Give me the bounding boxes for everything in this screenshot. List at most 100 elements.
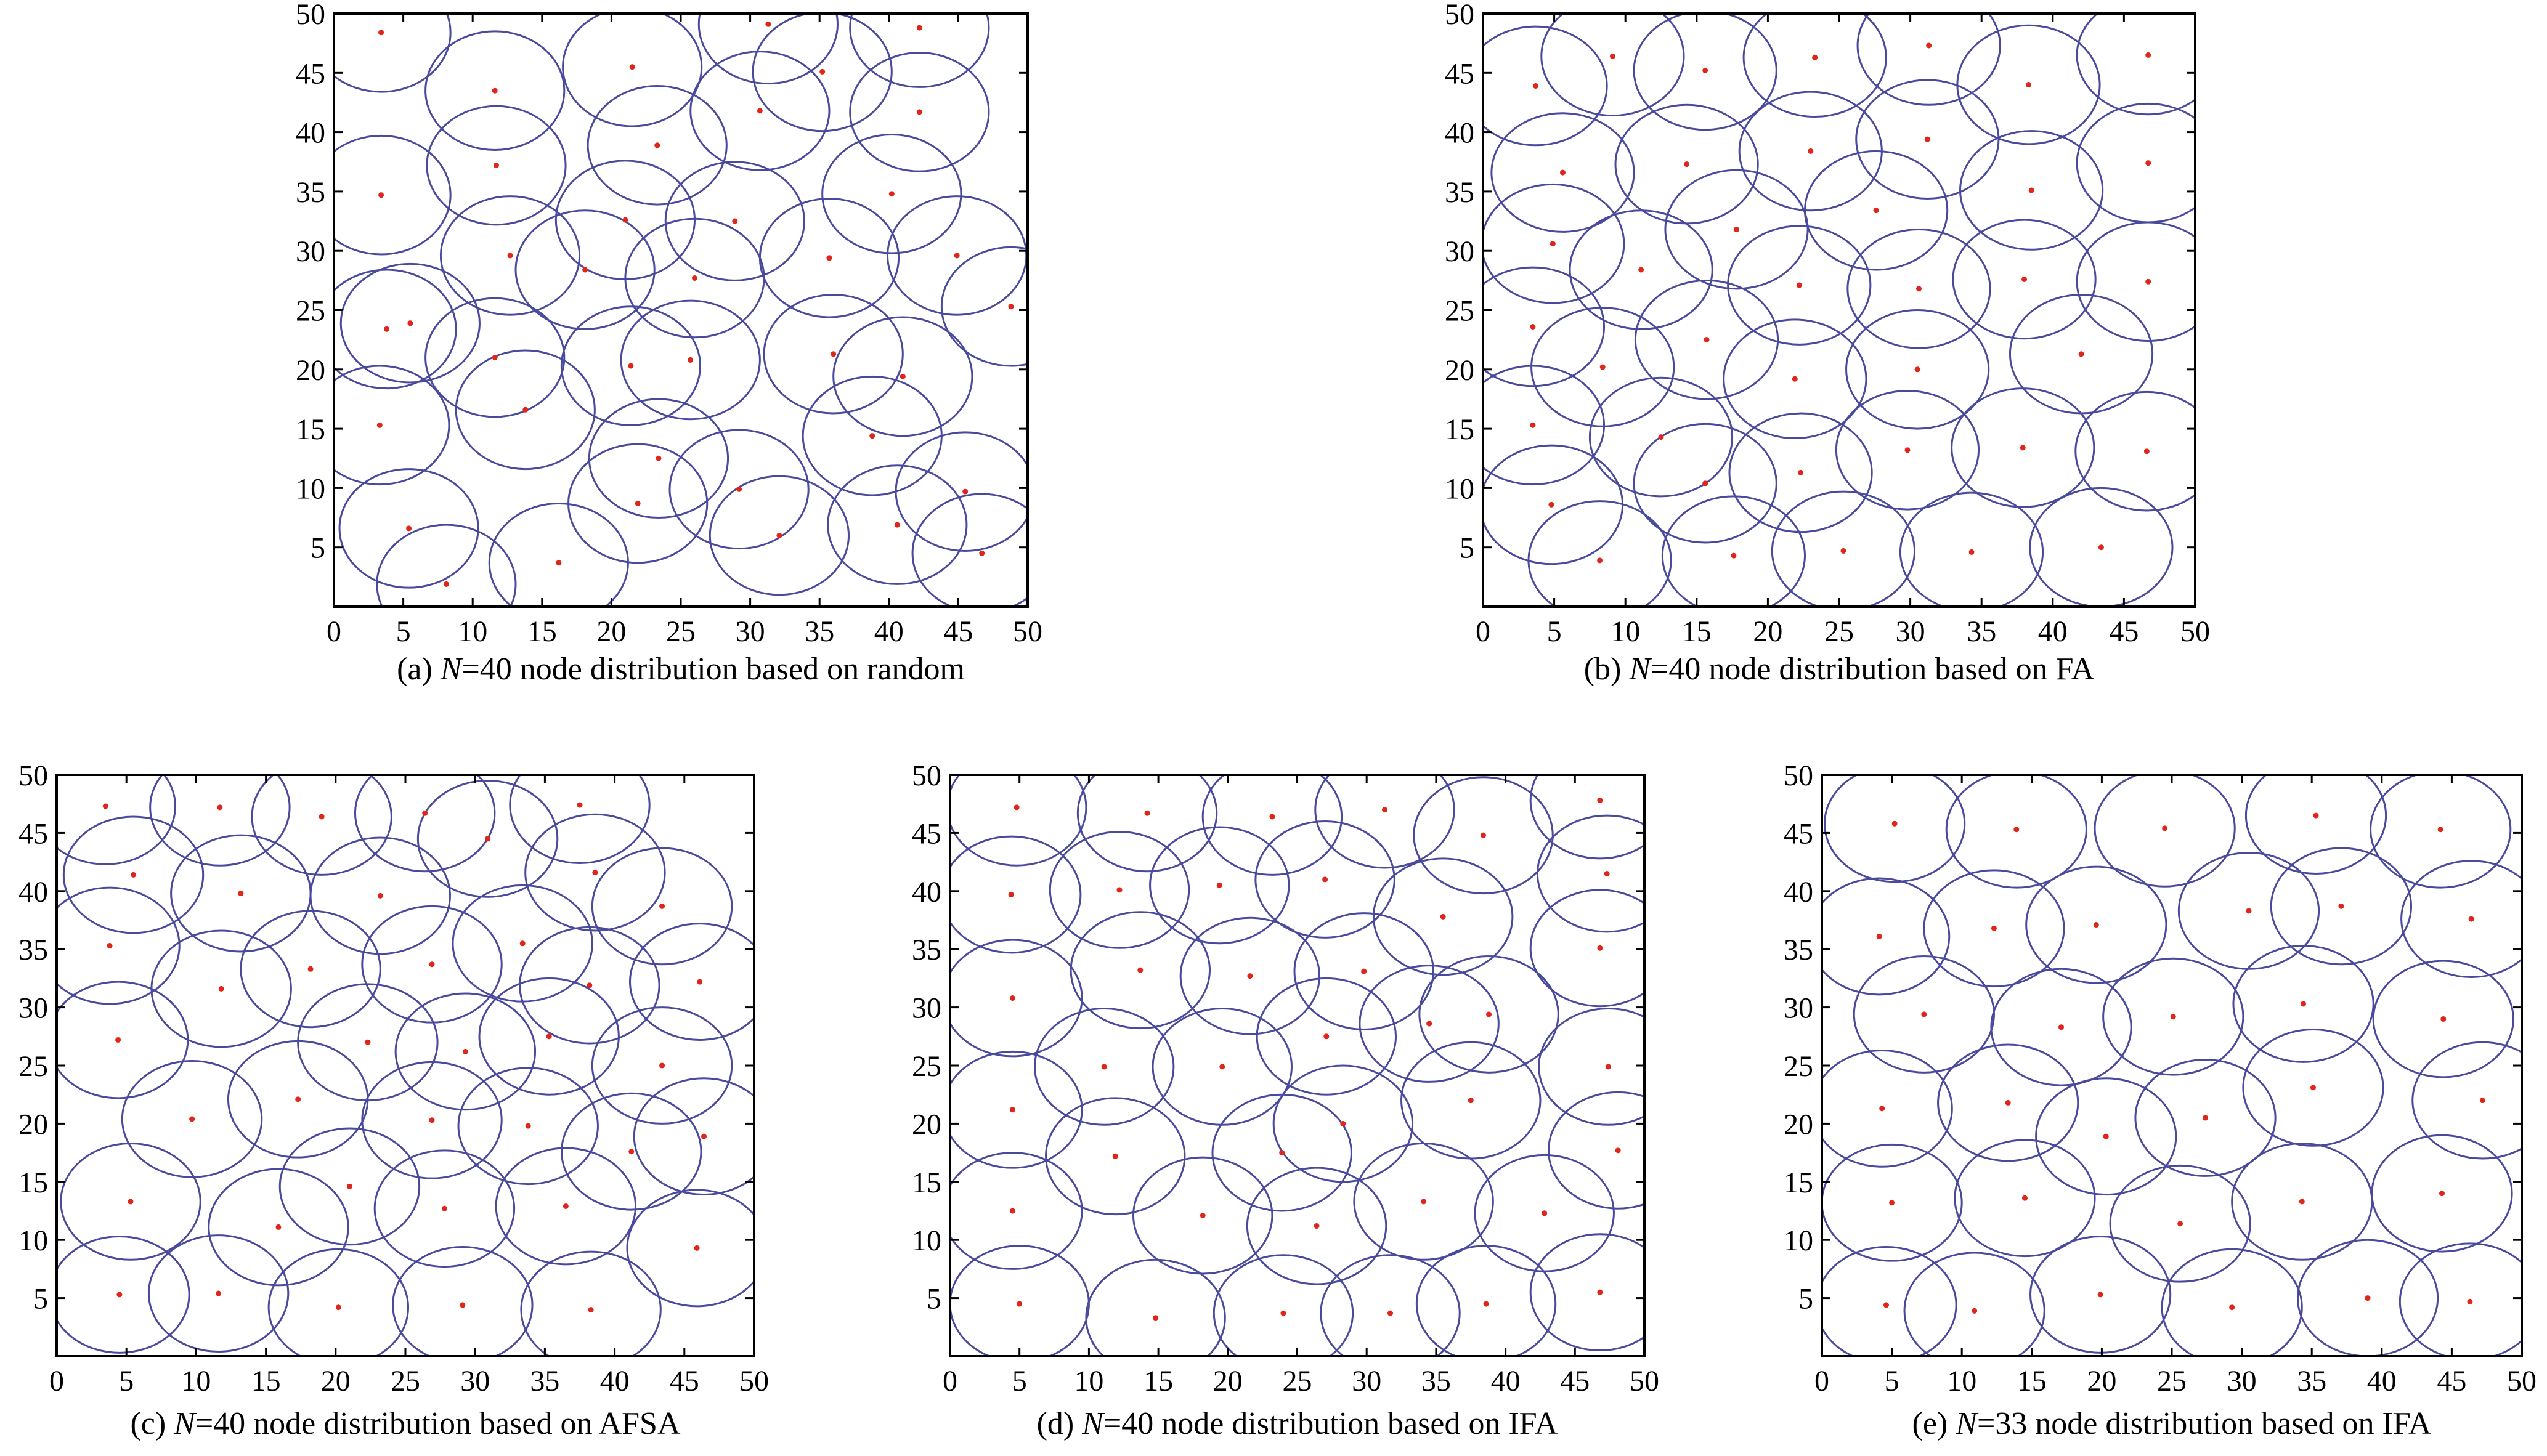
x-tick-label: 45 [2437, 1365, 2466, 1397]
caption-text: =40 node distribution based on AFSA [195, 1406, 681, 1441]
plot-area [57, 775, 754, 1356]
coverage-circle [2371, 1134, 2513, 1253]
coverage-circle [57, 981, 189, 1099]
sensor-node [2437, 827, 2443, 833]
coverage-circle [1899, 491, 2044, 607]
sensor-node [962, 488, 969, 495]
sensor-node [238, 891, 244, 897]
x-tick-label: 35 [805, 615, 834, 648]
sensor-node [441, 1205, 447, 1211]
sensor-node [1468, 1098, 1474, 1104]
sensor-node [1008, 891, 1014, 897]
sensor-node [659, 1062, 665, 1069]
coverage-circle [1822, 1049, 1953, 1168]
sensor-node [519, 940, 526, 947]
x-tick-label: 25 [666, 615, 696, 648]
coverage-circle [424, 30, 566, 151]
coverage-circle [911, 493, 1028, 607]
sensor-node [587, 982, 593, 989]
sensor-node [295, 1096, 301, 1102]
coverage-circle [626, 1189, 754, 1308]
sensor-node [954, 253, 960, 259]
coverage-circle [1179, 916, 1321, 1035]
sensor-node [2145, 160, 2151, 166]
y-tick-label: 25 [1784, 1050, 1813, 1083]
coverage-circle [1771, 490, 1916, 607]
sensor-node [1014, 804, 1020, 811]
sensor-node [1008, 304, 1014, 310]
coverage-circle [509, 775, 651, 864]
sensor-node [2479, 1098, 2485, 1104]
sensor-node [1247, 973, 1253, 979]
sensor-node [546, 1033, 552, 1040]
sensor-node [1559, 169, 1566, 176]
sensor-node [1530, 323, 1536, 330]
x-tick-label: 5 [396, 615, 411, 648]
sensor-node [2467, 1298, 2473, 1304]
coverage-circle [2109, 1164, 2251, 1283]
plot-area [950, 775, 1644, 1356]
coverage-circle [208, 1168, 349, 1287]
sensor-node [1548, 501, 1554, 508]
coverage-circle [561, 1092, 702, 1211]
sensor-node [507, 253, 513, 259]
y-tick-label: 15 [18, 1167, 48, 1199]
sensor-node [1200, 1213, 1206, 1219]
y-tick-label: 10 [912, 1224, 941, 1257]
sensor-node [692, 275, 698, 281]
coverage-circle [1529, 1233, 1644, 1352]
sensor-node [2013, 827, 2020, 833]
x-tick-label: 10 [181, 1365, 211, 1397]
x-tick-label: 0 [943, 1365, 957, 1397]
sensor-node [107, 943, 113, 949]
coverage-circle [457, 1067, 599, 1186]
coverage-circle [887, 195, 1028, 316]
sensor-node [635, 500, 641, 506]
caption-label: (e) [1912, 1406, 1956, 1441]
chart-panel-d: 0 5 10 15 20 25 30 35 40 45 50 5 10 15 20 25 30 35 40 45 50 (… [912, 759, 1659, 1441]
sensor-node [582, 267, 588, 273]
coverage-circle [849, 52, 990, 172]
sensor-node [1216, 882, 1222, 888]
coverage-circle [1359, 965, 1500, 1083]
y-tick-label: 50 [18, 759, 48, 792]
coverage-circle [2035, 1077, 2177, 1196]
coverage-circle [149, 775, 291, 867]
sensor-node [2246, 908, 2252, 914]
sensor-node [1597, 1289, 1603, 1295]
y-tick-label: 25 [912, 1050, 941, 1083]
coverage-circle [1372, 857, 1514, 976]
sensor-node [1604, 870, 1610, 876]
sensor-node [1684, 161, 1690, 168]
sensor-node [894, 522, 900, 528]
sensor-node [1269, 814, 1275, 820]
coverage-circle [1952, 219, 2097, 340]
y-tick-label: 5 [33, 1283, 48, 1316]
panel-caption: (b) N=40 node distribution based on FA [1584, 652, 2095, 687]
sensor-node [365, 1039, 371, 1045]
y-tick-label: 15 [912, 1167, 941, 1199]
sensor-node [2021, 1195, 2028, 1201]
sensor-node [2301, 1001, 2307, 1007]
sensor-node [577, 802, 583, 808]
x-tick-label: 40 [600, 1365, 630, 1397]
coverage-circle [1990, 968, 2132, 1086]
coverage-circle [1418, 955, 1559, 1074]
coverage-circle [439, 195, 581, 316]
coverage-circle [2029, 1236, 2172, 1354]
sensor-node [979, 550, 985, 556]
y-tick-label: 40 [1445, 117, 1474, 150]
sensor-node [2097, 1292, 2103, 1298]
coverage-circle [758, 197, 900, 318]
x-tick-label: 0 [1814, 1365, 1829, 1397]
caption-n-symbol: N [1955, 1406, 1979, 1441]
coverage-circle [562, 14, 703, 127]
sensor-node [1112, 1153, 1118, 1159]
coverage-circle [1045, 1097, 1186, 1216]
coverage-circle [664, 161, 805, 281]
caption-label: (d) [1037, 1406, 1083, 1441]
panel-caption: (c) N=40 node distribution based on AFSA [130, 1406, 681, 1441]
coverage-circle [588, 398, 729, 519]
y-tick-label: 10 [296, 472, 325, 505]
coverage-circle [832, 316, 973, 437]
